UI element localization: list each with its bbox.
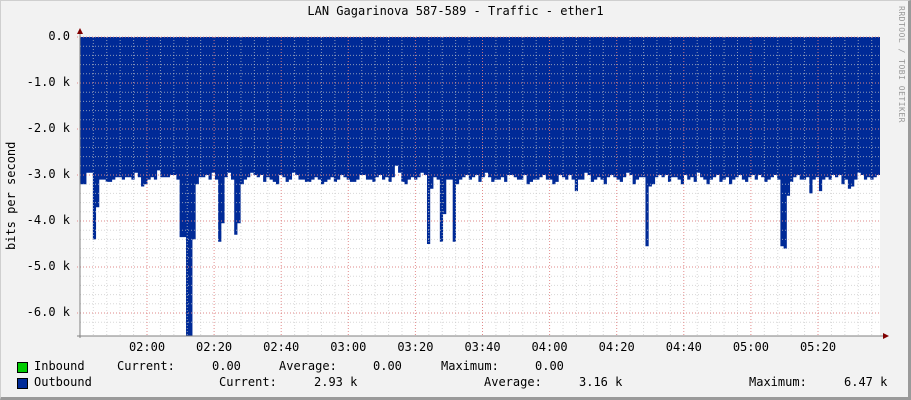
rrdtool-watermark: RRDTOOL / TOBI OETIKER	[897, 6, 906, 123]
legend-outbound-average: 3.16 k	[579, 375, 623, 389]
legend-outbound-current-label: Current:	[219, 375, 277, 389]
y-tick-label: -6.0 k	[26, 305, 70, 319]
legend-inbound-average-label: Average:	[279, 359, 337, 373]
legend-outbound-label: Outbound	[34, 375, 92, 389]
x-tick-label: 03:20	[397, 340, 434, 354]
legend-inbound-maximum: 0.00	[535, 359, 564, 373]
legend-outbound-maximum-label: Maximum:	[749, 375, 807, 389]
inbound-swatch-icon	[17, 362, 28, 373]
y-tick-label: -1.0 k	[26, 75, 70, 89]
x-tick-label: 03:00	[330, 340, 367, 354]
outbound-swatch-icon	[17, 378, 28, 389]
legend-outbound-maximum: 6.47 k	[844, 375, 888, 389]
y-tick-label: -3.0 k	[26, 167, 70, 181]
x-tick-label: 03:40	[464, 340, 501, 354]
x-tick-label: 04:40	[665, 340, 702, 354]
x-tick-label: 05:20	[799, 340, 837, 354]
y-axis-arrow-icon	[77, 28, 83, 34]
legend-inbound-average: 0.00	[373, 359, 402, 373]
outbound-area	[80, 37, 880, 336]
y-tick-label: -2.0 k	[26, 121, 70, 135]
legend-inbound-current-label: Current:	[117, 359, 175, 373]
x-tick-label: 02:00	[128, 340, 166, 354]
x-tick-label: 02:40	[263, 340, 300, 354]
x-tick-label: 04:00	[531, 340, 568, 354]
x-tick-label: 05:00	[732, 340, 769, 354]
y-tick-label: 0.0	[48, 29, 70, 43]
y-tick-label: -5.0 k	[26, 259, 70, 273]
x-axis-arrow-icon	[883, 333, 889, 339]
x-tick-label: 02:20	[196, 340, 233, 354]
chart-title: LAN Gagarinova 587-589 - Traffic - ether…	[307, 4, 604, 18]
legend-inbound-maximum-label: Maximum:	[441, 359, 499, 373]
y-tick-label: -4.0 k	[26, 213, 70, 227]
legend-inbound-label: Inbound	[34, 359, 85, 373]
legend-outbound-average-label: Average:	[484, 375, 542, 389]
legend-outbound-current: 2.93 k	[314, 375, 358, 389]
x-tick-label: 04:20	[598, 340, 635, 354]
legend-inbound-current: 0.00	[212, 359, 241, 373]
